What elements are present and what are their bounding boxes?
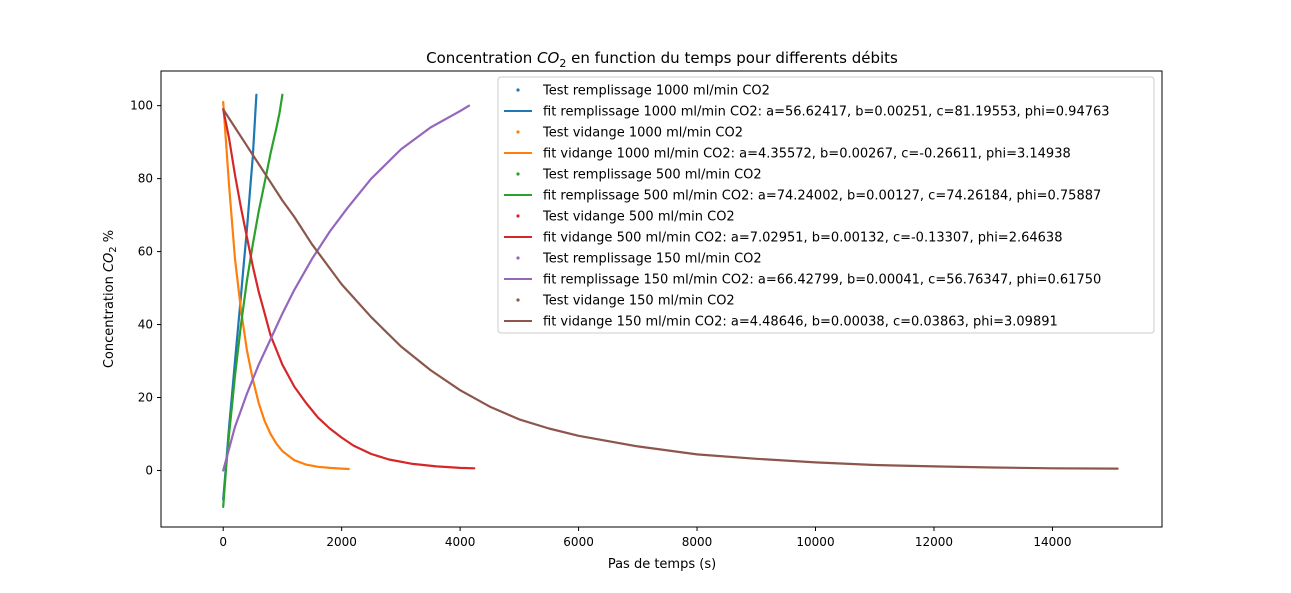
legend-marker bbox=[516, 256, 520, 260]
chart-title: Concentration CO2 en function du temps p… bbox=[426, 49, 898, 70]
legend-item: fit remplissage 150 ml/min CO2: a=66.427… bbox=[504, 273, 1101, 288]
x-tick-label: 0 bbox=[219, 535, 227, 549]
series-line-fit-vidange-1000-ml-min-co2 bbox=[222, 100, 350, 471]
legend-item: Test vidange 500 ml/min CO2 bbox=[516, 210, 735, 225]
legend-item: fit vidange 500 ml/min CO2: a=7.02951, b… bbox=[504, 231, 1062, 246]
y-tick-label: 20 bbox=[138, 390, 153, 404]
x-tick-label: 10000 bbox=[796, 535, 834, 549]
legend-item: Test remplissage 150 ml/min CO2 bbox=[516, 252, 762, 267]
legend-item: Test vidange 1000 ml/min CO2 bbox=[516, 126, 743, 141]
legend-label: Test vidange 500 ml/min CO2 bbox=[542, 210, 735, 225]
legend-label: fit vidange 500 ml/min CO2: a=7.02951, b… bbox=[543, 231, 1062, 246]
legend-marker bbox=[516, 130, 520, 134]
y-axis: 0 20 40 60 80 100 bbox=[130, 99, 161, 477]
legend: Test remplissage 1000 ml/min CO2 fit remp… bbox=[497, 76, 1155, 334]
series-line-fit-vidange-500-ml-min-co2 bbox=[222, 108, 476, 470]
x-tick-label: 14000 bbox=[1033, 535, 1071, 549]
legend-item: fit remplissage 500 ml/min CO2: a=74.240… bbox=[504, 189, 1101, 204]
y-tick-label: 0 bbox=[145, 463, 153, 477]
chart-title-sub: 2 bbox=[559, 57, 566, 70]
y-tick-label: 100 bbox=[130, 99, 153, 113]
y-axis-label-sub: 2 bbox=[108, 246, 119, 252]
x-tick-label: 6000 bbox=[563, 535, 594, 549]
legend-label: Test remplissage 1000 ml/min CO2 bbox=[542, 84, 770, 99]
x-tick-label: 8000 bbox=[682, 535, 713, 549]
legend-label: fit vidange 150 ml/min CO2: a=4.48646, b… bbox=[543, 315, 1058, 330]
x-tick-label: 2000 bbox=[326, 535, 357, 549]
legend-marker bbox=[516, 298, 520, 302]
legend-label: Test remplissage 500 ml/min CO2 bbox=[542, 168, 762, 183]
chart-title-prefix: Concentration bbox=[426, 49, 537, 67]
legend-label: Test vidange 1000 ml/min CO2 bbox=[542, 126, 743, 141]
y-tick-label: 60 bbox=[138, 245, 153, 259]
legend-item: Test remplissage 500 ml/min CO2 bbox=[516, 168, 762, 183]
legend-item: fit vidange 1000 ml/min CO2: a=4.35572, … bbox=[504, 147, 1071, 162]
series-line-fit-vidange-150-ml-min-co2 bbox=[222, 108, 1119, 470]
plot-frame bbox=[160, 70, 1163, 528]
legend-marker bbox=[516, 172, 520, 176]
y-axis-label-var: CO bbox=[102, 253, 117, 272]
legend-item: fit vidange 150 ml/min CO2: a=4.48646, b… bbox=[504, 315, 1058, 330]
y-axis-label: Concentration CO2 % bbox=[102, 230, 119, 368]
legend-label: fit vidange 1000 ml/min CO2: a=4.35572, … bbox=[543, 147, 1071, 162]
legend-label: Test remplissage 150 ml/min CO2 bbox=[542, 252, 762, 267]
legend-marker bbox=[516, 88, 520, 92]
legend-marker bbox=[516, 214, 520, 218]
legend-label: fit remplissage 500 ml/min CO2: a=74.240… bbox=[543, 189, 1101, 204]
legend-item: Test vidange 150 ml/min CO2 bbox=[516, 294, 735, 309]
x-tick-label: 12000 bbox=[915, 535, 953, 549]
x-axis: 0 2000 4000 6000 8000 10000 12000 14000 bbox=[219, 527, 1072, 549]
y-axis-label-suffix: % bbox=[102, 230, 117, 247]
chart-title-var: CO bbox=[537, 49, 559, 67]
y-axis-label-prefix: Concentration bbox=[102, 272, 117, 368]
legend-label: Test vidange 150 ml/min CO2 bbox=[542, 294, 735, 309]
legend-label: fit remplissage 150 ml/min CO2: a=66.427… bbox=[543, 273, 1101, 288]
legend-item: fit remplissage 1000 ml/min CO2: a=56.62… bbox=[504, 105, 1110, 120]
chart-title-suffix: en function du temps pour differents déb… bbox=[566, 49, 898, 67]
legend-item: Test remplissage 1000 ml/min CO2 bbox=[516, 84, 770, 99]
y-tick-label: 40 bbox=[138, 318, 153, 332]
legend-box bbox=[497, 76, 1155, 334]
plot-series bbox=[222, 93, 1119, 508]
series-line-fit-remplissage-500-ml-min-co2 bbox=[222, 93, 284, 508]
x-axis-label: Pas de temps (s) bbox=[608, 557, 716, 572]
legend-label: fit remplissage 1000 ml/min CO2: a=56.62… bbox=[543, 105, 1110, 120]
series-line-fit-remplissage-150-ml-min-co2 bbox=[222, 104, 471, 472]
x-tick-label: 4000 bbox=[445, 535, 476, 549]
y-tick-label: 80 bbox=[138, 172, 153, 186]
